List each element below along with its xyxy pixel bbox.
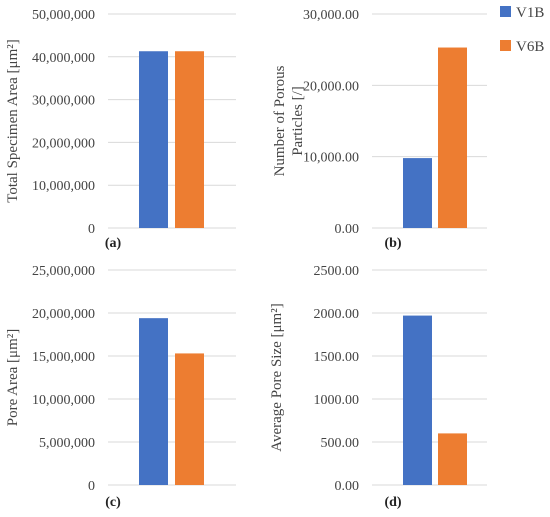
bar-v6b <box>438 433 467 485</box>
y-tick-label: 20,000,000 <box>32 307 95 322</box>
panel-a: 0 10,000,000 20,000,000 30,000,000 40,000,00… <box>5 8 236 251</box>
legend-label: V6B <box>516 39 544 55</box>
y-tick-label: 0.00 <box>335 479 360 494</box>
legend: V1B V6B <box>500 5 544 55</box>
y-tick-label: 30,000.00 <box>303 8 359 23</box>
y-tick-label: 2000.00 <box>314 307 360 322</box>
y-axis-label: Pore Area [μm²] <box>5 329 21 427</box>
bar-v1b <box>139 318 168 485</box>
y-tick-label: 40,000,000 <box>32 51 95 66</box>
legend-swatch <box>500 40 511 51</box>
y-tick-label: 1000.00 <box>314 393 360 408</box>
bar-v1b <box>403 158 432 228</box>
bar-v1b <box>139 51 168 229</box>
y-tick-label: 500.00 <box>321 436 360 451</box>
y-tick-label: 20,000.00 <box>303 79 359 94</box>
y-axis-label-line: Particles [/] <box>290 86 306 156</box>
panel-b: 0.00 10,000.00 20,000.00 30,000.00 Number of… <box>272 8 487 251</box>
panel-label: (a) <box>105 236 122 251</box>
y-tick-label: 10,000,000 <box>32 393 95 408</box>
y-tick-label: 30,000,000 <box>32 94 95 109</box>
y-tick-label: 2500.00 <box>314 264 360 279</box>
y-axis-label-line: Number of Porous <box>272 65 288 176</box>
bar-v6b <box>175 353 204 485</box>
panel-c: 0 5,000,000 10,000,000 15,000,000 20,000,000… <box>5 264 236 510</box>
y-tick-label: 1500.00 <box>314 350 360 365</box>
panel-d: 0.00 500.00 1000.00 1500.00 2000.00 2500.00 Av… <box>269 264 487 510</box>
legend-label: V1B <box>516 5 544 21</box>
y-tick-label: 5,000,000 <box>39 436 95 451</box>
y-axis-label: Average Pore Size [μm²] <box>269 303 285 451</box>
bar-v6b <box>438 47 467 228</box>
legend-swatch <box>500 6 511 17</box>
y-tick-label: 20,000,000 <box>32 136 95 151</box>
panel-label: (d) <box>384 495 401 510</box>
y-tick-label: 15,000,000 <box>32 350 95 365</box>
y-tick-label: 0 <box>88 479 95 494</box>
y-tick-label: 50,000,000 <box>32 8 95 23</box>
y-axis-label: Total Specimen Area [μm²] <box>5 39 21 203</box>
y-tick-label: 0.00 <box>335 222 360 237</box>
y-tick-label: 10,000.00 <box>303 151 359 166</box>
y-tick-label: 25,000,000 <box>32 264 95 279</box>
bar-v1b <box>403 315 432 485</box>
y-tick-label: 0 <box>88 222 95 237</box>
y-tick-label: 10,000,000 <box>32 179 95 194</box>
panel-label: (c) <box>105 495 121 510</box>
bar-v6b <box>175 51 204 229</box>
y-axis-label: Number of Porous Particles [/] <box>272 65 306 176</box>
panel-label: (b) <box>384 236 401 251</box>
